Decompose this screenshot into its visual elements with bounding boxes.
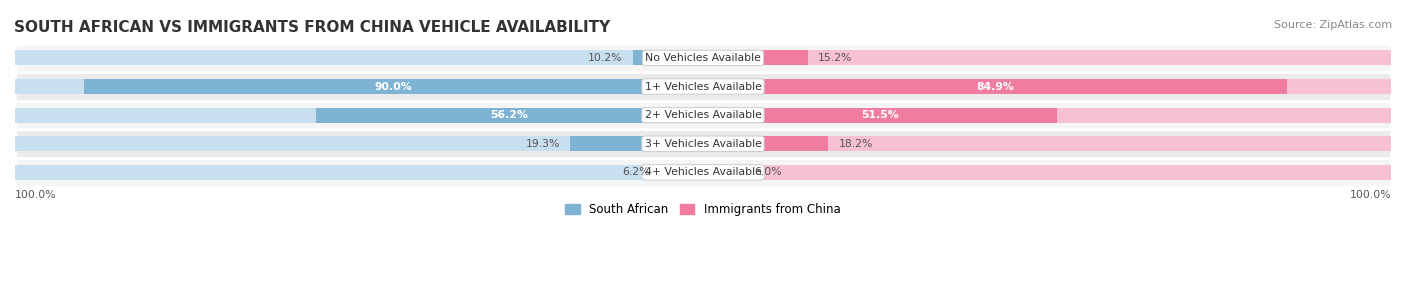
Bar: [703, 165, 744, 180]
Bar: [84, 79, 703, 94]
Text: 4+ Vehicles Available: 4+ Vehicles Available: [644, 167, 762, 177]
Text: 56.2%: 56.2%: [491, 110, 529, 120]
Bar: [661, 165, 703, 180]
Text: SOUTH AFRICAN VS IMMIGRANTS FROM CHINA VEHICLE AVAILABILITY: SOUTH AFRICAN VS IMMIGRANTS FROM CHINA V…: [14, 20, 610, 35]
Bar: [15, 136, 703, 151]
Bar: [703, 108, 1391, 123]
Text: 100.0%: 100.0%: [1350, 190, 1391, 200]
Text: 90.0%: 90.0%: [374, 82, 412, 92]
Text: 19.3%: 19.3%: [526, 139, 560, 149]
Text: 6.0%: 6.0%: [755, 167, 782, 177]
Bar: [703, 50, 1391, 65]
Bar: [15, 165, 703, 180]
Bar: [703, 108, 1057, 123]
Text: 10.2%: 10.2%: [588, 53, 623, 63]
Text: 51.5%: 51.5%: [862, 110, 898, 120]
Text: 1+ Vehicles Available: 1+ Vehicles Available: [644, 82, 762, 92]
Legend: South African, Immigrants from China: South African, Immigrants from China: [561, 198, 845, 221]
Bar: [633, 50, 703, 65]
Bar: [703, 50, 807, 65]
Bar: [703, 165, 1391, 180]
Bar: [316, 108, 703, 123]
Bar: [15, 101, 1391, 130]
Bar: [703, 136, 828, 151]
Bar: [571, 136, 703, 151]
Text: 100.0%: 100.0%: [15, 190, 56, 200]
Bar: [15, 50, 703, 65]
Bar: [15, 72, 1391, 101]
Bar: [15, 108, 703, 123]
Text: No Vehicles Available: No Vehicles Available: [645, 53, 761, 63]
Bar: [703, 136, 1391, 151]
Text: Source: ZipAtlas.com: Source: ZipAtlas.com: [1274, 20, 1392, 30]
Bar: [15, 130, 1391, 158]
Bar: [15, 79, 703, 94]
Text: 15.2%: 15.2%: [818, 53, 852, 63]
Text: 6.2%: 6.2%: [623, 167, 650, 177]
Bar: [15, 43, 1391, 72]
Text: 84.9%: 84.9%: [976, 82, 1014, 92]
Text: 2+ Vehicles Available: 2+ Vehicles Available: [644, 110, 762, 120]
Text: 18.2%: 18.2%: [838, 139, 873, 149]
Bar: [703, 79, 1391, 94]
Text: 3+ Vehicles Available: 3+ Vehicles Available: [644, 139, 762, 149]
Bar: [15, 158, 1391, 187]
Bar: [703, 79, 1286, 94]
